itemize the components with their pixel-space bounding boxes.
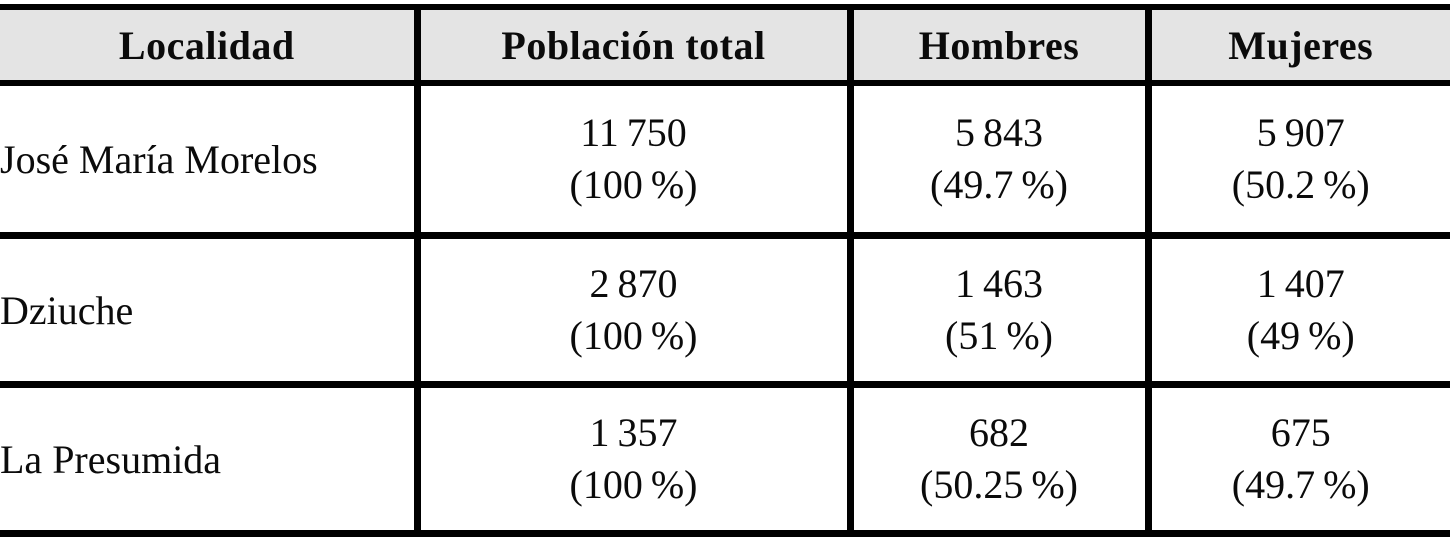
table-row-dziuche: Dziuche 2 870 (100 %) 1 463 (51 %) 1 407… — [0, 232, 1450, 385]
men-value: 5 843 — [954, 110, 1043, 155]
total-population-cell: 2 870 (100 %) — [413, 232, 850, 385]
population-value: 11 750 — [580, 110, 687, 155]
men-percent: (51 %) — [945, 313, 1053, 358]
women-value: 5 907 — [1256, 110, 1345, 155]
women-cell: 5 907 (50.2 %) — [1144, 83, 1450, 236]
men-value: 682 — [969, 410, 1029, 455]
women-percent: (49.7 %) — [1231, 462, 1370, 507]
locality-name: La Presumida — [0, 381, 417, 534]
men-cell: 682 (50.25 %) — [846, 381, 1148, 534]
table-row-la-presumida: La Presumida 1 357 (100 %) 682 (50.25 %)… — [0, 381, 1450, 534]
men-cell: 5 843 (49.7 %) — [846, 83, 1148, 236]
total-population-cell: 1 357 (100 %) — [413, 381, 850, 534]
column-header-hombres: Hombres — [846, 7, 1148, 86]
population-percent: (100 %) — [569, 162, 698, 207]
header-row: Localidad Población total Hombres Mujere… — [0, 7, 1450, 86]
table-header: Localidad Población total Hombres Mujere… — [0, 7, 1450, 86]
total-population-cell: 11 750 (100 %) — [413, 83, 850, 236]
population-table: Localidad Población total Hombres Mujere… — [0, 4, 1450, 537]
population-percent: (100 %) — [569, 462, 698, 507]
population-percent: (100 %) — [569, 313, 698, 358]
column-header-mujeres: Mujeres — [1144, 7, 1450, 86]
women-cell: 1 407 (49 %) — [1144, 232, 1450, 385]
table-row-jose-maria-morelos: José María Morelos 11 750 (100 %) 5 843 … — [0, 83, 1450, 236]
population-value: 2 870 — [589, 261, 678, 306]
locality-name: Dziuche — [0, 232, 417, 385]
table-body: José María Morelos 11 750 (100 %) 5 843 … — [0, 83, 1450, 534]
locality-name: José María Morelos — [0, 136, 318, 182]
men-percent: (50.25 %) — [920, 462, 1078, 507]
women-percent: (49 %) — [1246, 313, 1355, 358]
men-percent: (49.7 %) — [930, 162, 1068, 207]
women-value: 675 — [1270, 410, 1331, 455]
column-header-localidad: Localidad — [0, 7, 417, 86]
women-cell: 675 (49.7 %) — [1144, 381, 1450, 534]
column-header-poblacion-total: Población total — [413, 7, 850, 86]
population-value: 1 357 — [589, 410, 678, 455]
men-value: 1 463 — [954, 261, 1043, 306]
women-value: 1 407 — [1256, 261, 1345, 306]
women-percent: (50.2 %) — [1231, 162, 1370, 207]
men-cell: 1 463 (51 %) — [846, 232, 1148, 385]
